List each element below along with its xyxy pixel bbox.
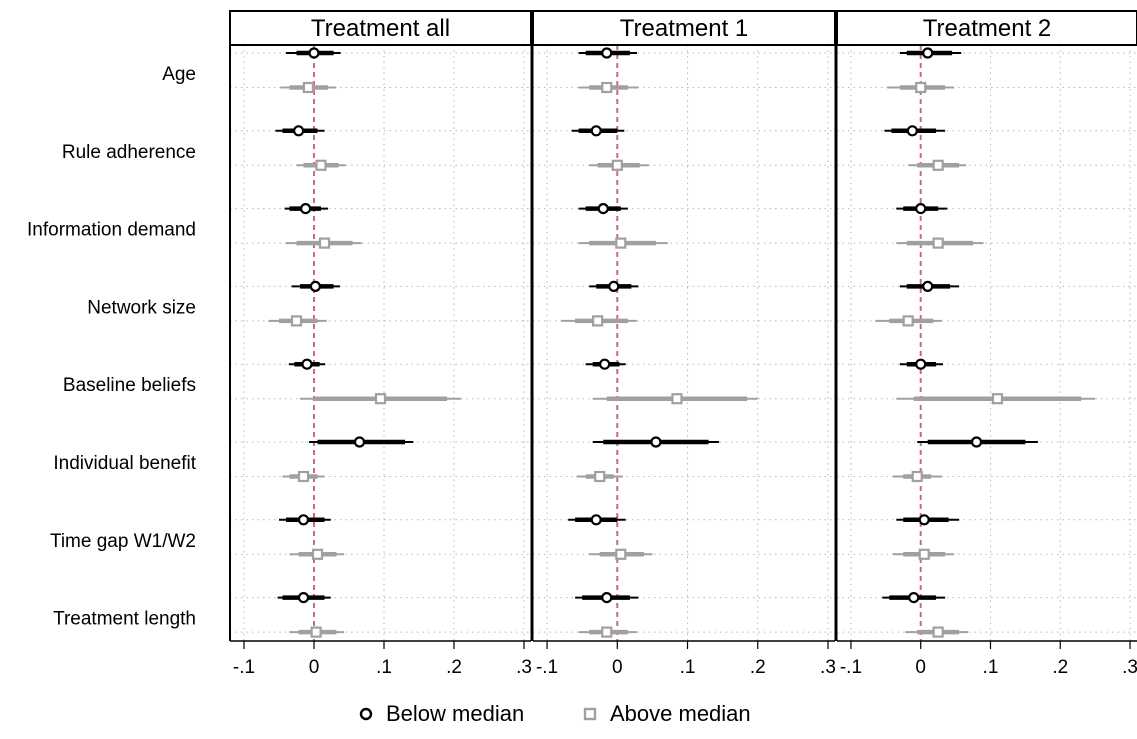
below-median-point-baseline-beliefs (915, 358, 927, 370)
below-median-point-information-demand (915, 203, 927, 215)
below-median-point-rule-adherence (906, 125, 918, 137)
x-tick-label: .3 (820, 657, 836, 678)
panel-header-3 (836, 10, 1137, 46)
below-median-point-time-gap-w1-w2 (590, 514, 602, 526)
below-median-point-age (308, 47, 320, 59)
grid-lines (230, 45, 1137, 641)
x-tick-label: .2 (750, 657, 766, 678)
below-median-point-network-size (608, 280, 620, 292)
below-median-point-information-demand (300, 203, 312, 215)
x-tick-label: -.1 (536, 657, 558, 678)
legend-label-below-median: Below median (386, 701, 524, 726)
above-median-point-information-demand (615, 237, 627, 249)
above-median-point-information-demand (932, 237, 944, 249)
above-median-point-treatment-length (601, 626, 613, 638)
above-median-point-rule-adherence (932, 159, 944, 171)
above-median-point-age (601, 81, 613, 94)
reference-lines (313, 45, 922, 641)
below-median-point-baseline-beliefs (599, 358, 611, 370)
above-median-point-individual-benefit (297, 470, 310, 483)
x-tick-label: 0 (915, 657, 926, 678)
x-tick-label: .3 (1122, 657, 1137, 678)
x-tick-label: -.1 (233, 657, 255, 678)
below-median-point-information-demand (597, 203, 609, 215)
above-median-point-baseline-beliefs (991, 393, 1004, 405)
panel-title-3: Treatment 2 (923, 15, 1052, 42)
legend-marker-above-median (583, 707, 597, 721)
x-tick-label: 0 (612, 657, 623, 678)
row-label-rule-adherence: Rule adherence (62, 142, 196, 163)
below-median-point-baseline-beliefs (301, 358, 313, 370)
row-label-treatment-length: Treatment length (53, 609, 196, 630)
above-median-point-rule-adherence (611, 159, 623, 171)
below-median-point-individual-benefit (650, 436, 662, 448)
x-tick-label: -.1 (840, 657, 862, 678)
x-tick-label: .1 (680, 657, 696, 678)
above-median-point-information-demand (318, 237, 331, 249)
row-label-information-demand: Information demand (27, 220, 196, 241)
above-median-point-time-gap-w1-w2 (615, 548, 627, 560)
above-median-point-baseline-beliefs (374, 393, 387, 405)
above-median-point-treatment-length (932, 626, 944, 638)
below-median-point-network-size (309, 280, 321, 292)
panel-title-2: Treatment 1 (620, 15, 749, 42)
below-median-point-time-gap-w1-w2 (297, 514, 310, 526)
below-median-point-age (922, 47, 934, 59)
below-median-point-time-gap-w1-w2 (918, 514, 930, 526)
below-median-point-treatment-length (601, 591, 613, 604)
above-median-point-rule-adherence (315, 159, 327, 171)
panel-frames (229, 10, 1137, 649)
estimate-marks (268, 47, 1096, 638)
above-median-point-individual-benefit (911, 470, 923, 483)
above-median-point-individual-benefit (594, 470, 606, 483)
above-median-point-network-size (592, 315, 604, 327)
x-tick-label: .3 (516, 657, 532, 678)
row-label-time-gap-w1-w2: Time gap W1/W2 (50, 531, 196, 552)
row-label-age: Age (162, 64, 196, 85)
row-label-network-size: Network size (87, 297, 196, 318)
panel-title-1: Treatment all (311, 15, 450, 42)
below-median-point-network-size (922, 280, 934, 292)
legend: Below median Above median (359, 701, 751, 726)
legend-marker-below-median (359, 707, 373, 721)
above-median-point-time-gap-w1-w2 (311, 548, 324, 560)
above-median-point-time-gap-w1-w2 (918, 548, 930, 560)
x-tick-label: .1 (983, 657, 999, 678)
below-median-point-individual-benefit (353, 436, 366, 448)
above-median-point-baseline-beliefs (671, 393, 683, 405)
above-median-point-age (915, 81, 927, 94)
row-label-baseline-beliefs: Baseline beliefs (63, 375, 196, 396)
below-median-point-treatment-length (297, 591, 310, 604)
below-median-point-rule-adherence (590, 125, 602, 137)
below-median-point-treatment-length (908, 591, 920, 604)
x-tick-label: .2 (1052, 657, 1068, 678)
chart-labels: Treatment all -.1 0 .1 .2 .3 Treatment 1 -.1 0 .1… (27, 15, 1137, 726)
legend-label-above-median: Above median (610, 701, 751, 726)
below-median-point-rule-adherence (293, 125, 305, 137)
above-median-point-age (302, 81, 314, 94)
above-median-point-treatment-length (310, 626, 322, 638)
below-median-point-age (601, 47, 613, 59)
below-median-point-individual-benefit (970, 436, 983, 448)
above-median-point-network-size (902, 315, 914, 327)
x-tick-label: .2 (446, 657, 462, 678)
x-tick-label: 0 (309, 657, 320, 678)
row-label-individual-benefit: Individual benefit (53, 453, 196, 474)
x-tick-label: .1 (376, 657, 392, 678)
above-median-point-network-size (290, 315, 303, 327)
